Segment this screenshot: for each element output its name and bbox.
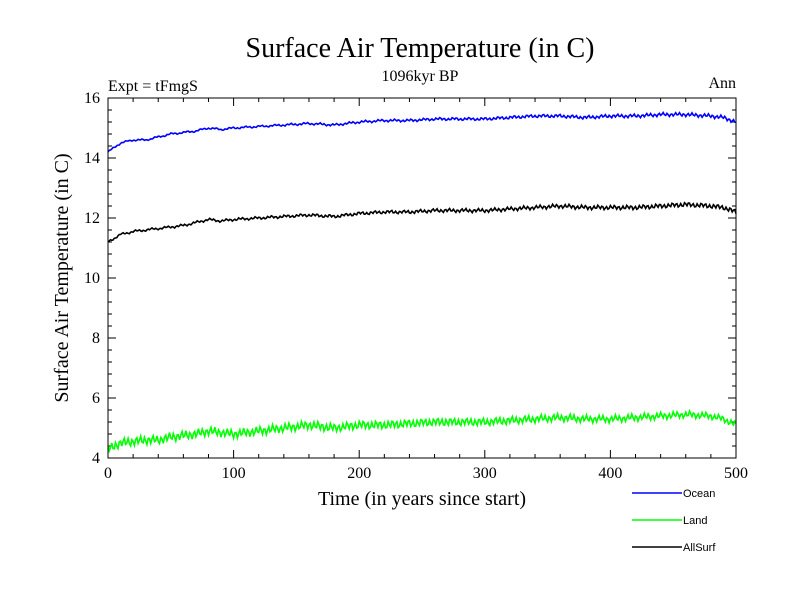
chart-title: Surface Air Temperature (in C) [246, 33, 595, 64]
y-tick-label: 12 [84, 210, 100, 227]
series-lines [107, 111, 737, 454]
legend-label-ocean: Ocean [683, 488, 715, 500]
x-tick-label: 500 [724, 465, 748, 482]
x-tick-label: 0 [104, 465, 112, 482]
y-axis-label: Surface Air Temperature (in C) [51, 153, 73, 402]
x-tick-label: 100 [222, 465, 246, 482]
season-label: Ann [708, 75, 736, 92]
y-tick-label: 4 [92, 450, 100, 467]
y-tick-label: 6 [92, 390, 100, 407]
x-axis-label: Time (in years since start) [318, 488, 526, 510]
legend-label-allsurf: AllSurf [683, 542, 716, 554]
legend: Ocean Land AllSurf [632, 488, 716, 554]
x-tick-label: 200 [347, 465, 371, 482]
experiment-label: Expt = tFmgS [108, 78, 198, 95]
legend-label-land: Land [683, 515, 707, 527]
x-tick-label: 300 [473, 465, 497, 482]
y-tick-label: 14 [84, 150, 100, 167]
x-tick-label: 400 [598, 465, 622, 482]
series-line-allsurf [107, 201, 737, 243]
y-tick-label: 16 [84, 90, 100, 107]
series-line-ocean [107, 111, 737, 153]
series-line-land [107, 408, 737, 454]
axis-ticks: 0 100 200 300 400 500 4 6 8 10 12 14 16 [84, 90, 748, 482]
y-tick-label: 10 [84, 270, 100, 287]
chart-subtitle: 1096kyr BP [382, 68, 459, 85]
plot-frame [107, 97, 737, 459]
y-tick-label: 8 [92, 330, 100, 347]
